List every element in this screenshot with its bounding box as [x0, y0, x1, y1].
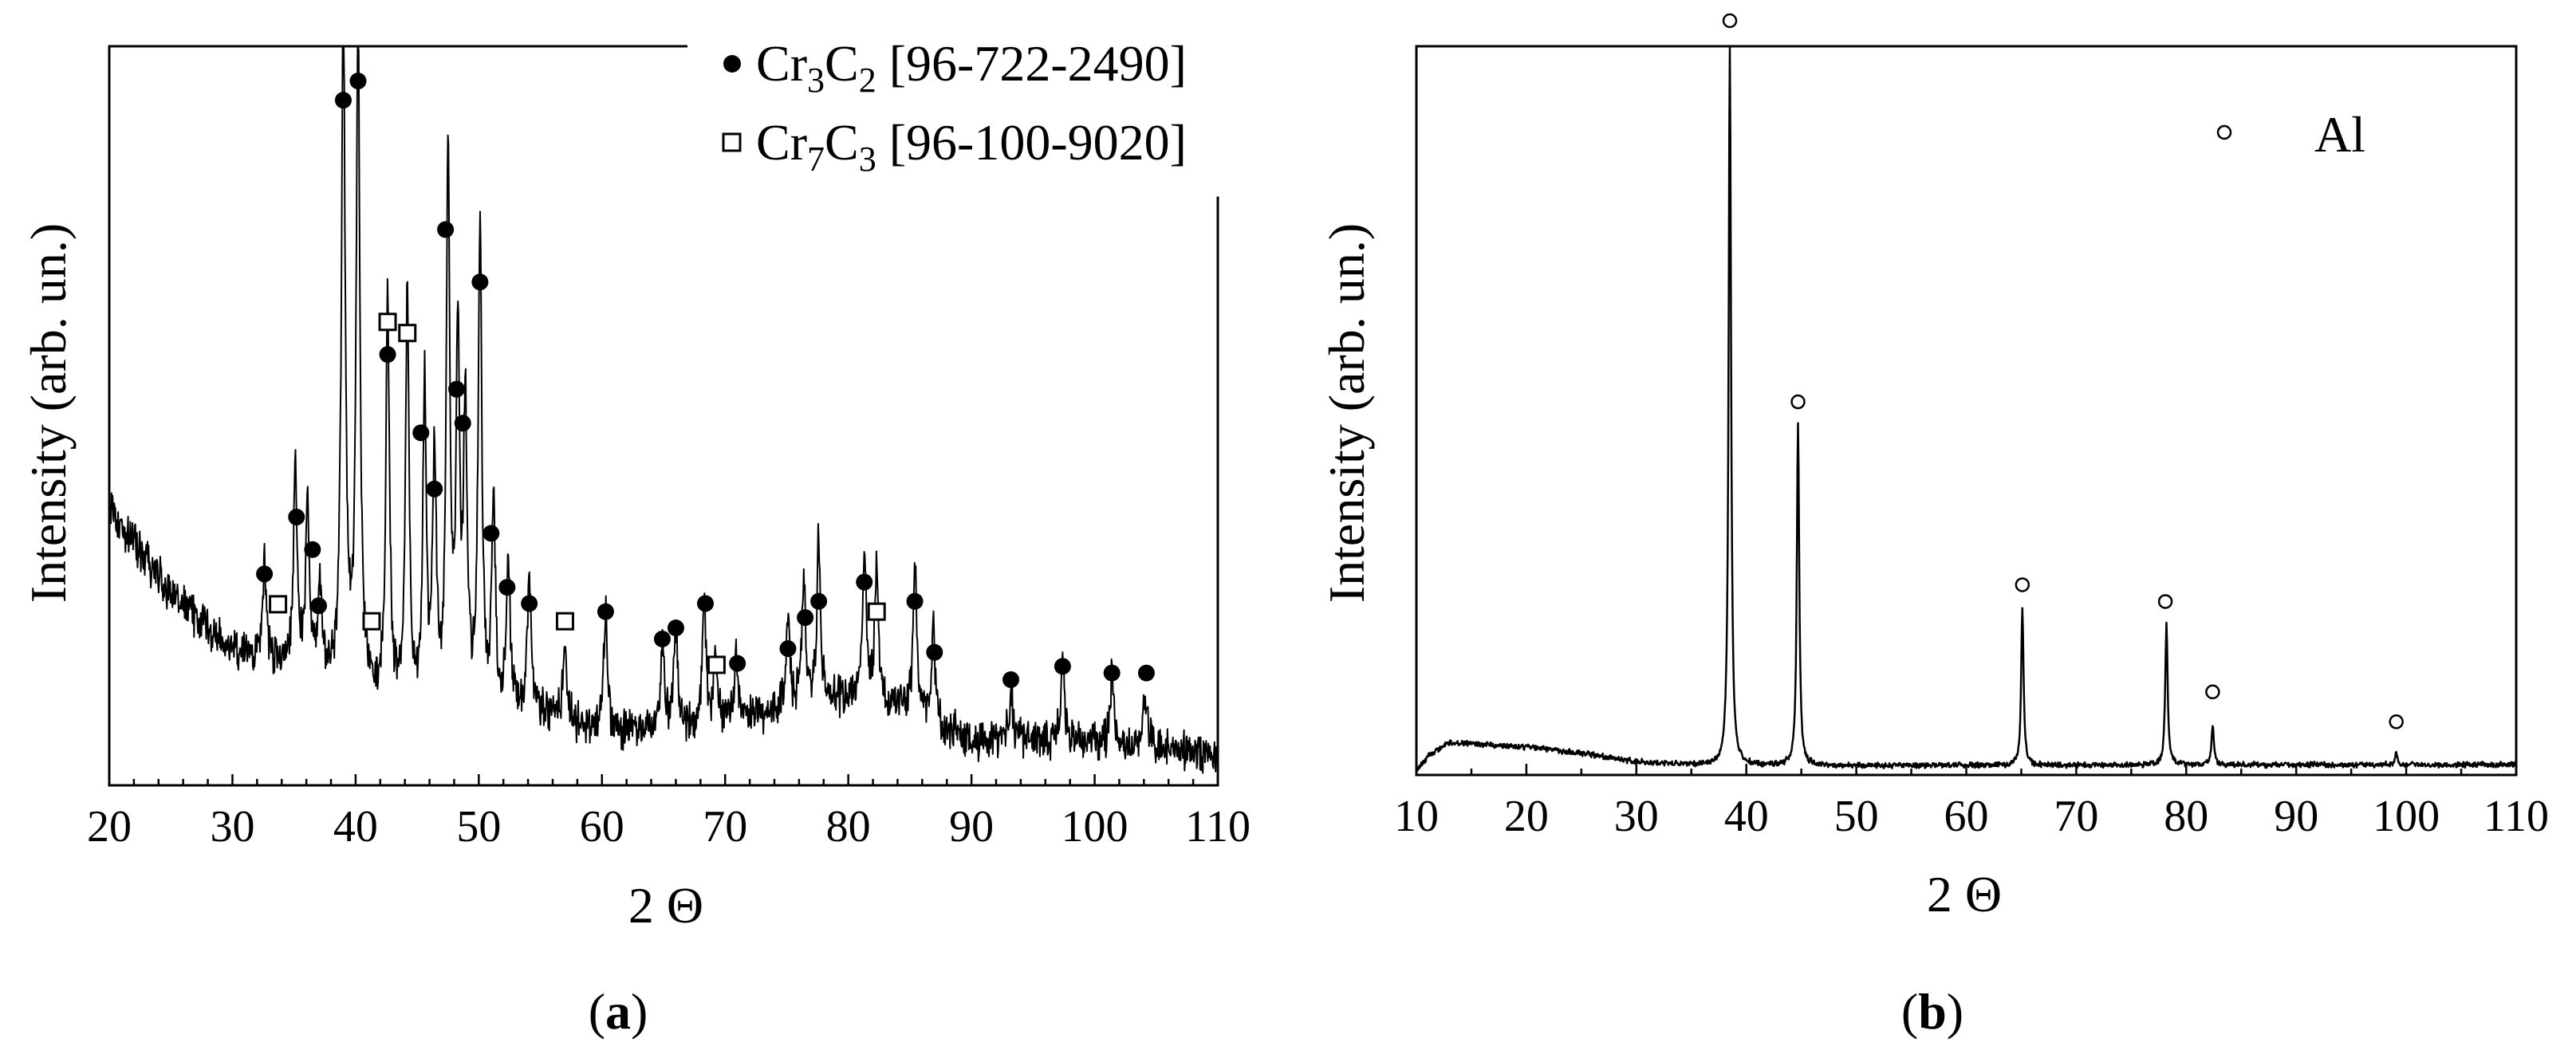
- x-tick-label-b-20: 20: [1504, 792, 1549, 841]
- x-axis-label-a: 2 Θ: [628, 877, 703, 934]
- phase-markers-b: [1722, 13, 2404, 730]
- phase-marker-a-19: [697, 595, 715, 612]
- phase-marker-a-24: [856, 573, 873, 591]
- phase-marker-a-25: [906, 592, 924, 610]
- phase-markers-a: [256, 73, 1155, 688]
- phase-marker-a-16: [597, 603, 614, 620]
- phase-marker-a-36: [707, 655, 726, 675]
- phase-marker-a-0: [256, 565, 274, 583]
- phase-marker-a-15: [521, 595, 538, 612]
- x-tick-label-a-80: 80: [826, 802, 871, 852]
- x-tick-label-a-30: 30: [210, 802, 254, 852]
- legend-entry-al: Al: [2314, 106, 2365, 163]
- phase-marker-a-5: [349, 73, 367, 90]
- legend-a: Cr3C2 [96-722-2490] Cr7C3 [96-100-9020]: [687, 30, 1242, 190]
- x-tick-label-b-30: 30: [1614, 792, 1659, 841]
- phase-marker-b-5: [2389, 714, 2404, 730]
- phase-marker-a-7: [412, 424, 430, 442]
- phase-marker-a-1: [288, 508, 305, 525]
- phase-marker-a-17: [653, 630, 671, 647]
- y-axis-label-b: Intensity (arb. un.): [1318, 223, 1375, 603]
- axes-frame-a: 20 30 40 50 60 70 80 90 100 110: [87, 45, 1251, 852]
- phase-marker-a-33: [378, 313, 397, 332]
- legend-symbol-cr3c2: [723, 55, 741, 73]
- phase-marker-b-2: [2015, 577, 2030, 592]
- phase-marker-a-12: [471, 273, 489, 291]
- legend-b: Al: [2216, 106, 2365, 163]
- x-tick-label-b-90: 90: [2274, 792, 2318, 841]
- x-tick-label-b-40: 40: [1724, 792, 1769, 841]
- phase-marker-a-31: [269, 595, 288, 614]
- phase-marker-a-8: [426, 480, 443, 498]
- xrd-pattern-line-a: [108, 45, 1219, 774]
- phase-marker-a-4: [334, 92, 352, 109]
- x-tick-label-b-110: 110: [2483, 792, 2549, 841]
- phase-marker-a-23: [810, 592, 828, 610]
- phase-marker-a-6: [379, 346, 396, 364]
- x-tick-label-a-100: 100: [1062, 802, 1128, 852]
- axes-frame-b: 10 20 30 40 50 60 70 80 90 100 110: [1394, 45, 2549, 841]
- x-tick-label-a-50: 50: [456, 802, 501, 852]
- x-tick-label-a-60: 60: [580, 802, 624, 852]
- x-tick-label-b-70: 70: [2054, 792, 2098, 841]
- phase-marker-b-3: [2157, 594, 2173, 609]
- panel-a: 20 30 40 50 60 70 80 90 100 110 Cr3C2 [96-722-249…: [20, 30, 1251, 1040]
- x-tick-label-b-100: 100: [2373, 792, 2440, 841]
- panel-label-b: (b): [1901, 983, 1964, 1040]
- phase-marker-a-10: [448, 380, 466, 398]
- phase-marker-a-14: [498, 579, 516, 596]
- phase-marker-a-35: [555, 612, 574, 631]
- phase-marker-a-26: [926, 643, 943, 661]
- panel-label-a: (a): [589, 983, 648, 1040]
- y-axis-label-a: Intensity (arb. un.): [20, 223, 77, 603]
- x-tick-label-a-110: 110: [1185, 802, 1251, 852]
- phase-marker-a-22: [797, 609, 814, 627]
- x-tick-label-b-60: 60: [1944, 792, 1989, 841]
- panel-b: 10 20 30 40 50 60 70 80 90 100 110 Al 2 Θ Intensit…: [1318, 13, 2549, 1040]
- x-tick-label-a-40: 40: [333, 802, 378, 852]
- x-tick-label-b-50: 50: [1834, 792, 1879, 841]
- phase-marker-b-1: [1790, 394, 1806, 410]
- phase-marker-a-27: [1002, 671, 1020, 688]
- phase-marker-b-0: [1722, 13, 1738, 29]
- phase-marker-b-4: [2205, 684, 2220, 700]
- phase-marker-a-30: [1137, 664, 1155, 682]
- legend-entry-cr3c2: Cr3C2 [96-722-2490]: [756, 35, 1187, 100]
- x-axis-label-b: 2 Θ: [1927, 866, 2002, 922]
- x-tick-label-b-80: 80: [2164, 792, 2208, 841]
- phase-marker-a-11: [454, 415, 471, 432]
- phase-marker-a-9: [437, 221, 455, 238]
- phase-marker-a-13: [483, 525, 500, 542]
- phase-marker-a-2: [304, 541, 321, 558]
- legend-symbol-al: [2216, 124, 2232, 140]
- x-tick-label-a-90: 90: [949, 802, 994, 852]
- legend-entry-cr7c3: Cr7C3 [96-100-9020]: [756, 114, 1187, 179]
- phase-marker-a-18: [667, 620, 684, 637]
- phase-marker-a-29: [1103, 664, 1121, 682]
- phase-marker-a-37: [867, 602, 886, 621]
- legend-symbol-cr7c3: [722, 132, 742, 152]
- phase-marker-a-28: [1054, 658, 1071, 675]
- x-tick-label-a-20: 20: [87, 802, 132, 852]
- x-tick-label-a-70: 70: [703, 802, 747, 852]
- phase-marker-a-32: [362, 612, 381, 631]
- phase-marker-a-21: [779, 640, 797, 658]
- phase-marker-a-34: [398, 324, 417, 343]
- phase-marker-a-3: [310, 597, 328, 615]
- x-tick-label-b-10: 10: [1394, 792, 1439, 841]
- phase-marker-a-20: [729, 655, 746, 672]
